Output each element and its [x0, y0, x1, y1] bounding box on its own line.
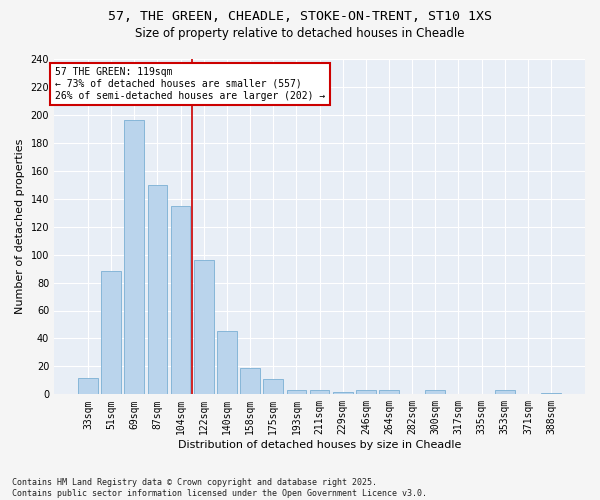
Bar — [287, 390, 306, 394]
Bar — [124, 120, 144, 394]
Bar — [101, 272, 121, 394]
Bar — [217, 332, 237, 394]
Bar — [148, 184, 167, 394]
Bar — [495, 390, 515, 394]
Bar — [379, 390, 399, 394]
Text: Contains HM Land Registry data © Crown copyright and database right 2025.
Contai: Contains HM Land Registry data © Crown c… — [12, 478, 427, 498]
Bar — [541, 393, 561, 394]
Text: 57, THE GREEN, CHEADLE, STOKE-ON-TRENT, ST10 1XS: 57, THE GREEN, CHEADLE, STOKE-ON-TRENT, … — [108, 10, 492, 23]
X-axis label: Distribution of detached houses by size in Cheadle: Distribution of detached houses by size … — [178, 440, 461, 450]
Bar — [263, 379, 283, 394]
Bar — [171, 206, 190, 394]
Y-axis label: Number of detached properties: Number of detached properties — [15, 139, 25, 314]
Bar — [333, 392, 353, 394]
Bar — [194, 260, 214, 394]
Bar — [425, 390, 445, 394]
Bar — [240, 368, 260, 394]
Text: Size of property relative to detached houses in Cheadle: Size of property relative to detached ho… — [135, 28, 465, 40]
Text: 57 THE GREEN: 119sqm
← 73% of detached houses are smaller (557)
26% of semi-deta: 57 THE GREEN: 119sqm ← 73% of detached h… — [55, 68, 325, 100]
Bar — [78, 378, 98, 394]
Bar — [310, 390, 329, 394]
Bar — [356, 390, 376, 394]
